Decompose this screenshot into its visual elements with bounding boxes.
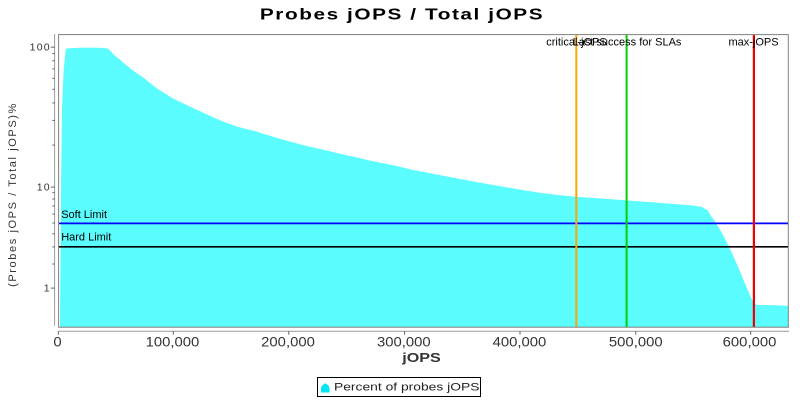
svg-text:Percent of probes jOPS: Percent of probes jOPS xyxy=(334,381,479,393)
svg-text:200,000: 200,000 xyxy=(261,335,315,350)
svg-text:400,000: 400,000 xyxy=(493,335,547,350)
svg-text:max-jOPS: max-jOPS xyxy=(728,36,778,48)
svg-text:Hard Limit: Hard Limit xyxy=(61,231,111,243)
svg-text:600,000: 600,000 xyxy=(723,335,777,350)
svg-text:10: 10 xyxy=(37,182,51,194)
svg-text:500,000: 500,000 xyxy=(609,335,663,350)
svg-text:critical-jOPS: critical-jOPS xyxy=(546,36,607,48)
svg-text:0: 0 xyxy=(53,335,61,350)
svg-text:300,000: 300,000 xyxy=(377,335,431,350)
svg-text:Last success for SLAs: Last success for SLAs xyxy=(573,36,682,48)
svg-text:Probes jOPS / Total jOPS: Probes jOPS / Total jOPS xyxy=(260,5,544,23)
svg-text:100,000: 100,000 xyxy=(146,335,200,350)
svg-text:Soft Limit: Soft Limit xyxy=(61,209,107,221)
svg-text:1: 1 xyxy=(44,283,51,295)
svg-text:jOPS: jOPS xyxy=(401,352,441,366)
svg-text:(Probes jOPS / Total jOPS)%: (Probes jOPS / Total jOPS)% xyxy=(7,102,19,287)
svg-text:100: 100 xyxy=(30,42,51,54)
